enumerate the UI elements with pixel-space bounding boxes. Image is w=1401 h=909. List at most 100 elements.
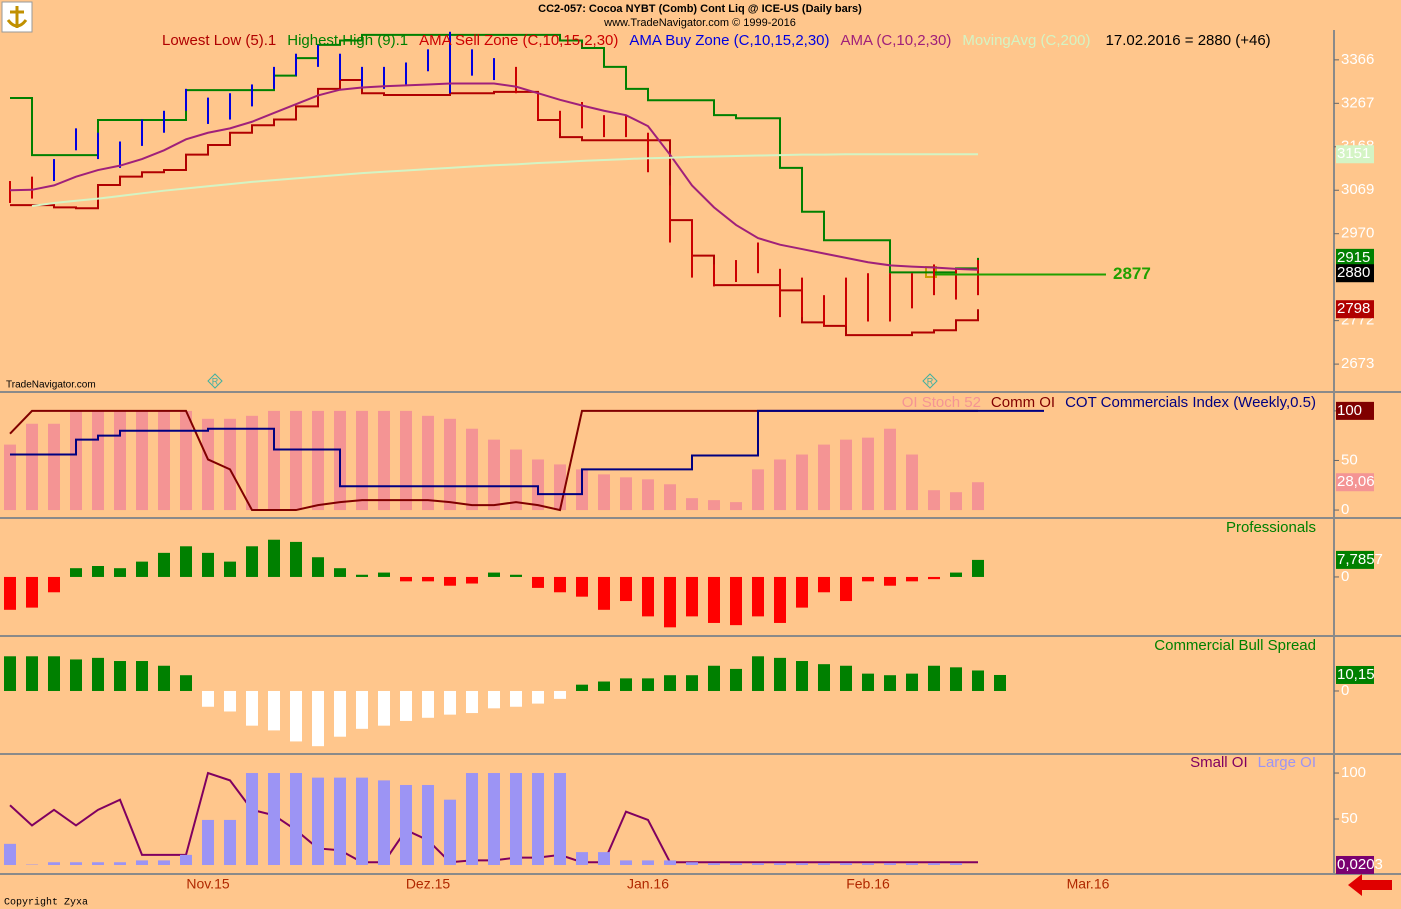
legend-entry: Highest High (9).1 [287, 32, 408, 49]
bar [444, 690, 456, 715]
bar [796, 863, 808, 865]
y-tick-label: 2673 [1341, 355, 1374, 372]
bar [928, 490, 940, 511]
watermark: TradeNavigator.com [6, 380, 96, 391]
value-box [1336, 473, 1374, 492]
y-tick-label: 3267 [1341, 94, 1374, 111]
value-box [1336, 145, 1374, 164]
bar [114, 862, 126, 865]
x-tick-label: Nov.15 [186, 876, 230, 892]
bar [862, 673, 874, 691]
x-tick-label: Feb.16 [846, 876, 890, 892]
bar [290, 690, 302, 742]
bar [510, 449, 522, 511]
bar [246, 415, 258, 511]
bar [686, 862, 698, 865]
y-tick-label: 50 [1341, 810, 1358, 827]
bar [48, 862, 60, 865]
legend-entry: Professionals [1226, 519, 1316, 536]
bar [884, 576, 896, 586]
bar [774, 576, 786, 623]
value-box-label: 3151 [1337, 145, 1370, 162]
bar [4, 576, 16, 610]
scroll-arrow[interactable] [1348, 874, 1392, 896]
legend-entry: Commercial Bull Spread [1154, 637, 1316, 654]
bar [620, 860, 632, 865]
value-box-label: 10,15 [1337, 666, 1375, 683]
bar [686, 576, 698, 617]
value-box [1336, 855, 1374, 874]
bar [972, 482, 984, 511]
legend-entry: COT Commercials Index (Weekly,0.5) [1065, 394, 1316, 411]
x-tick-label: Jan.16 [627, 876, 669, 892]
value-box [1336, 550, 1374, 569]
chart-subtitle: www.TradeNavigator.com © 1999-2016 [603, 17, 796, 29]
bar [532, 459, 544, 511]
bar [840, 665, 852, 691]
bar [664, 860, 676, 865]
bar [840, 439, 852, 511]
bar [796, 454, 808, 511]
bar [576, 576, 588, 597]
bar [268, 773, 280, 865]
bar [444, 418, 456, 511]
y-tick-label: 3069 [1341, 181, 1374, 198]
bar [884, 863, 896, 865]
bar [730, 668, 742, 691]
value-box-label: 2798 [1337, 300, 1370, 317]
bar [620, 477, 632, 511]
event-marker-label: R [212, 376, 219, 386]
bar [268, 690, 280, 731]
bar [510, 690, 522, 707]
bar [708, 576, 720, 623]
bar [312, 410, 324, 511]
bar [928, 665, 940, 691]
bar [840, 863, 852, 865]
legend-entry: AMA Sell Zone (C,10,15,2,30) [419, 32, 618, 49]
value-box-label: 2915 [1337, 249, 1370, 266]
bar [268, 410, 280, 511]
bar [642, 576, 654, 617]
bar [576, 852, 588, 865]
event-marker [922, 373, 938, 389]
bar [774, 863, 786, 865]
bar [136, 661, 148, 691]
bar [972, 670, 984, 691]
value-box [1336, 401, 1374, 420]
bar [950, 863, 962, 865]
value-box [1336, 264, 1374, 283]
y-tick-label: 50 [1341, 451, 1358, 468]
bar [686, 675, 698, 691]
line [31, 153, 978, 208]
bar [664, 576, 676, 628]
bar [4, 843, 16, 865]
bar [532, 576, 544, 588]
bar [4, 444, 16, 511]
event-marker-label: R [927, 376, 934, 386]
bar [466, 428, 478, 511]
bar [378, 690, 390, 726]
bar [972, 559, 984, 577]
bar [906, 576, 918, 582]
bar [202, 819, 214, 865]
bar [114, 661, 126, 691]
bar [70, 659, 82, 691]
bar [906, 673, 918, 691]
value-box-label: 0,0203 [1337, 856, 1383, 873]
bar [70, 410, 82, 511]
y-tick-label: 100 [1341, 764, 1366, 781]
bar [180, 675, 192, 691]
bar [884, 675, 896, 691]
bar [532, 690, 544, 704]
bar [202, 418, 214, 511]
bar [510, 574, 522, 577]
bar [444, 576, 456, 586]
value-box [1336, 300, 1374, 319]
value-box [1336, 665, 1374, 684]
y-tick-label: 2970 [1341, 225, 1374, 242]
bar [730, 863, 742, 865]
bar [774, 459, 786, 511]
event-marker [207, 373, 223, 389]
